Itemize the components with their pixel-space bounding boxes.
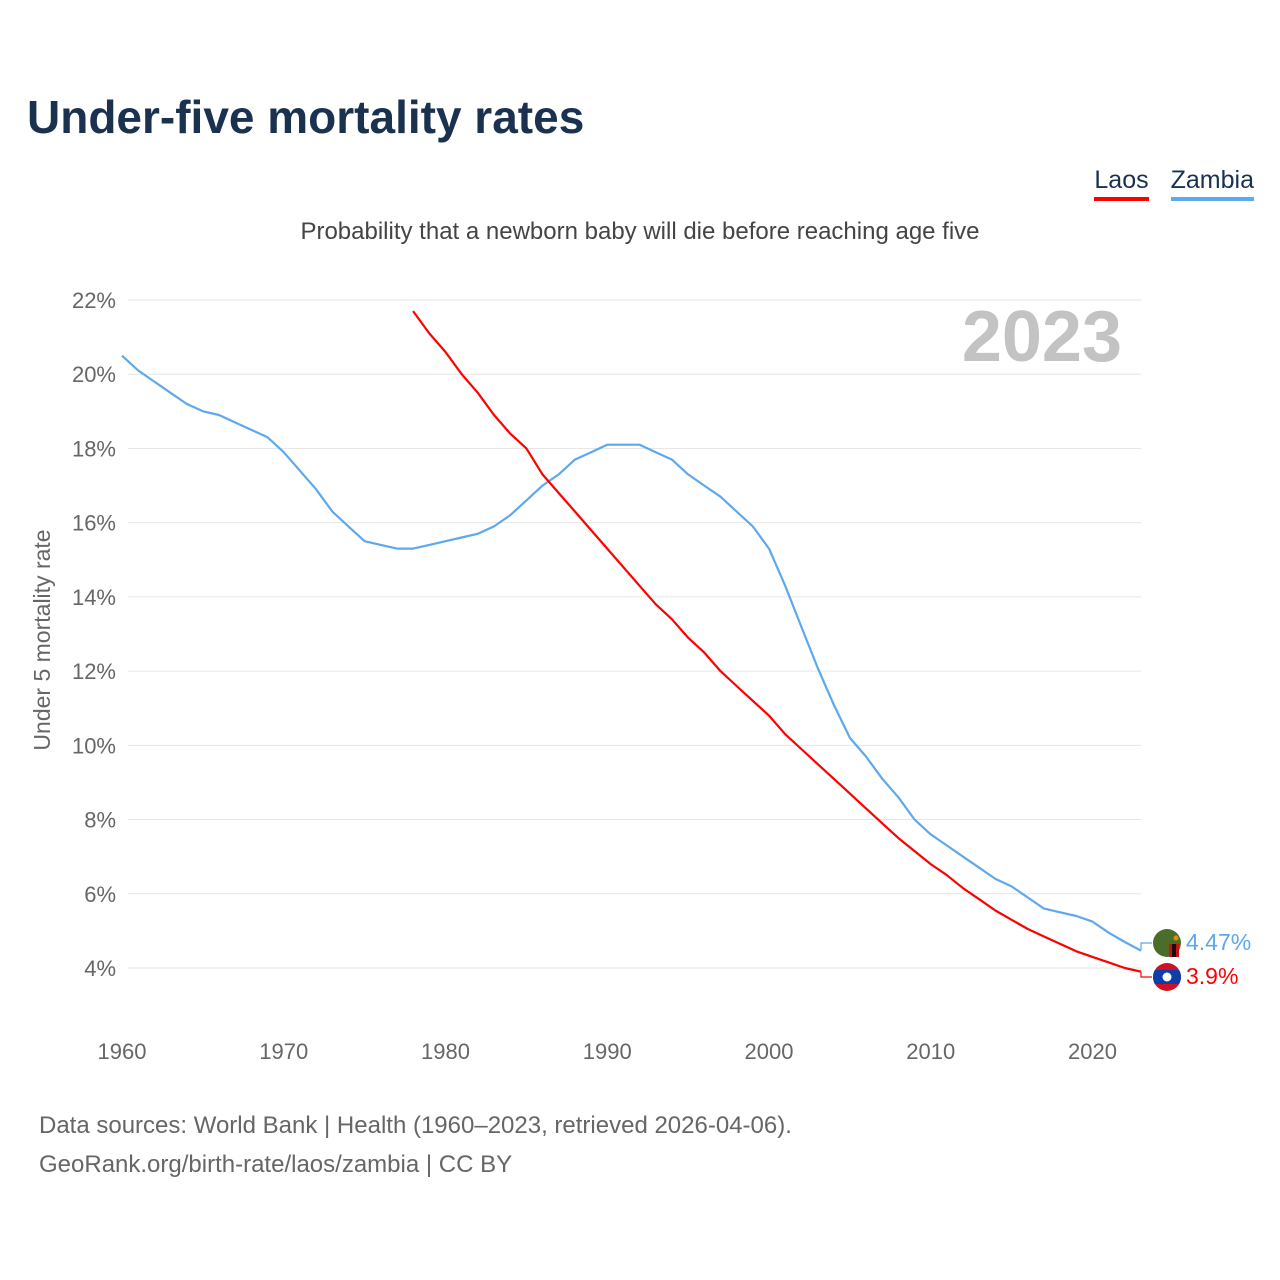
series-line-laos [412, 310, 1142, 973]
legend-zambia[interactable]: Zambia [1170, 166, 1254, 201]
y-axis-label: Under 5 mortality rate [29, 529, 55, 750]
x-tick-label: 1970 [259, 1039, 308, 1064]
zambia-flag-eagle [1173, 935, 1179, 941]
y-tick-label: 16% [72, 511, 116, 536]
end-connector-laos [1140, 971, 1152, 978]
laos-end-label: 3.9% [1186, 963, 1238, 989]
legend: Laos Zambia [1094, 166, 1254, 201]
y-tick-label: 20% [72, 362, 116, 387]
x-tick-label: 2010 [906, 1039, 955, 1064]
source-line-2[interactable]: GeoRank.org/birth-rate/laos/zambia | CC … [39, 1151, 513, 1178]
end-connector-zambia [1140, 942, 1152, 951]
source-line-1: Data sources: World Bank | Health (1960–… [39, 1112, 792, 1139]
y-tick-label: 10% [72, 733, 116, 758]
zambia-end-label: 4.47% [1186, 929, 1251, 955]
x-tick-label: 1960 [98, 1039, 147, 1064]
y-tick-label: 18% [72, 436, 116, 461]
zambia-flag-black-stripe [1172, 944, 1176, 957]
series-line-zambia [121, 354, 1142, 952]
x-tick-label: 1980 [421, 1039, 470, 1064]
y-tick-label: 8% [84, 808, 116, 833]
legend-laos[interactable]: Laos [1094, 166, 1149, 201]
chart-subtitle: Probability that a newborn baby will die… [300, 218, 980, 245]
y-tick-label: 6% [84, 882, 116, 907]
y-tick-label: 22% [72, 288, 116, 313]
year-badge: 2023 [962, 297, 1122, 377]
y-tick-label: 4% [84, 956, 116, 981]
chart-title: Under-five mortality rates [27, 91, 585, 143]
laos-flag-icon [1153, 963, 1181, 991]
x-tick-label: 2020 [1068, 1039, 1117, 1064]
x-tick-label: 1990 [583, 1039, 632, 1064]
source-note: Data sources: World Bank | Health (1960–… [39, 1106, 792, 1184]
y-tick-label: 12% [72, 659, 116, 684]
x-tick-label: 2000 [745, 1039, 794, 1064]
y-tick-label: 14% [72, 585, 116, 610]
